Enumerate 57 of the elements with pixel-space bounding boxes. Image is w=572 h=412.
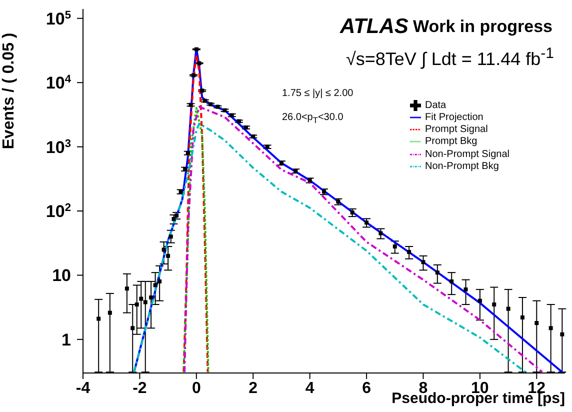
- line-series: [182, 54, 209, 373]
- x-tick-label: 4: [305, 380, 314, 397]
- y-tick-label: 1: [62, 330, 71, 350]
- point: [464, 287, 468, 292]
- point: [153, 283, 158, 288]
- point: [407, 250, 412, 254]
- point: [108, 310, 112, 315]
- y-tick-label: 10$^{4}$: [46, 74, 72, 93]
- point: [149, 295, 154, 300]
- legend-label: Fit Projection: [425, 112, 484, 124]
- point: [364, 220, 369, 225]
- point: [560, 332, 564, 336]
- point: [158, 279, 162, 284]
- point: [520, 315, 524, 320]
- x-tick-label: -2: [132, 380, 147, 397]
- point: [548, 326, 553, 330]
- point: [506, 306, 510, 311]
- point: [478, 298, 482, 303]
- point: [450, 279, 454, 284]
- point: [168, 234, 173, 239]
- point: [492, 302, 496, 306]
- point: [378, 231, 383, 236]
- point: [130, 326, 135, 330]
- point: [166, 254, 170, 258]
- annotation: √s=8TeV ∫ Ldt = 11.44 fb$^{-1}$: [346, 45, 554, 71]
- point: [124, 286, 129, 291]
- x-tick-label: 2: [248, 380, 258, 397]
- point: [162, 248, 166, 252]
- y-tick-label: 10$^{2}$: [46, 202, 71, 222]
- legend-label: Non-Prompt Bkg: [425, 160, 499, 172]
- annotation: 1.75 ≤ |y| ≤ 2.00: [282, 88, 354, 100]
- annotation: 26.0<p$_{T}$<30.0: [282, 112, 344, 125]
- legend-label: Prompt Bkg: [425, 136, 478, 148]
- point: [134, 302, 139, 306]
- line-series: [182, 107, 210, 373]
- y-tick-label: 10$^{5}$: [46, 9, 71, 28]
- point: [392, 244, 397, 249]
- y-tick-label: 10$^{3}$: [46, 138, 71, 157]
- point: [139, 296, 144, 301]
- annotation: ATLAS: [340, 14, 408, 40]
- point: [421, 260, 426, 264]
- point: [143, 300, 148, 304]
- x-tick-label: -4: [76, 380, 90, 397]
- x-tick-label: 0: [192, 380, 201, 397]
- y-axis-title: Events / ( 0.05 ): [0, 32, 18, 150]
- point: [96, 316, 101, 321]
- point: [435, 270, 440, 275]
- point: [534, 321, 539, 326]
- point: [172, 217, 176, 222]
- x-tick-label: 6: [362, 380, 372, 397]
- line-series: [133, 122, 526, 373]
- legend-label: Non-Prompt Signal: [425, 148, 510, 160]
- annotation: Work in progress: [413, 17, 552, 38]
- y-tick-label: 10: [52, 266, 71, 286]
- legend-label: Prompt Signal: [425, 124, 488, 136]
- legend-label: Data: [425, 100, 446, 112]
- point: [350, 210, 354, 214]
